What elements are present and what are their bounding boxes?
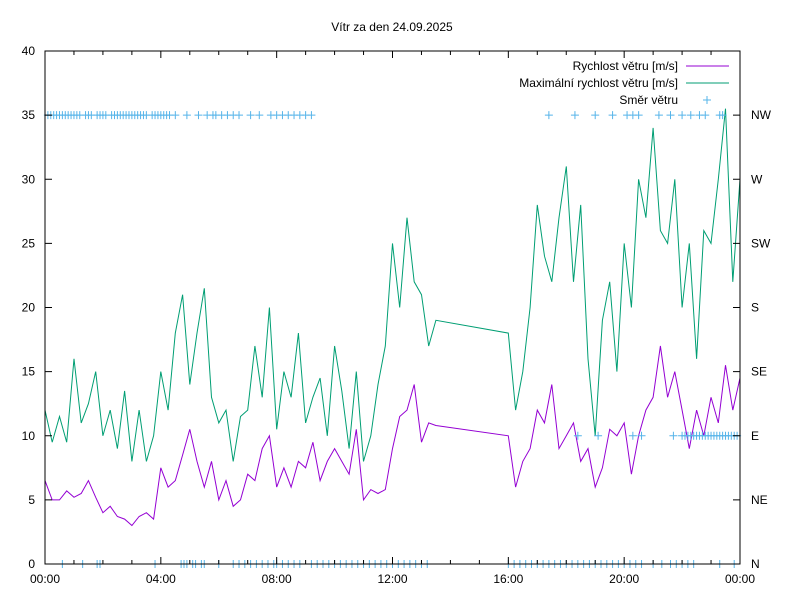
y-tick-label: 5 bbox=[28, 493, 35, 507]
direction-point bbox=[669, 431, 678, 440]
x-tick-label: 00:00 bbox=[30, 572, 60, 586]
chart-title: Vítr za den 24.09.2025 bbox=[331, 20, 453, 34]
direction-point bbox=[678, 111, 687, 120]
y-tick-label: 10 bbox=[22, 429, 36, 443]
direction-points bbox=[43, 111, 742, 568]
direction-point bbox=[573, 431, 582, 440]
y-tick-label: 0 bbox=[28, 557, 35, 571]
direction-point bbox=[255, 111, 264, 120]
legend-label-direction: Směr větru bbox=[619, 93, 678, 107]
plot-frame bbox=[44, 50, 741, 565]
direction-point bbox=[654, 111, 663, 120]
legend: Rychlost větru [m/s] Maximální rychlost … bbox=[519, 59, 729, 107]
y2-tick-label: S bbox=[751, 301, 759, 315]
direction-point bbox=[591, 111, 600, 120]
direction-point bbox=[570, 111, 579, 120]
x-tick-label: 00:00 bbox=[725, 572, 755, 586]
legend-label-speed: Rychlost větru [m/s] bbox=[573, 59, 678, 73]
y2-tick-label: SW bbox=[751, 236, 771, 250]
y-tick-label: 20 bbox=[22, 301, 36, 315]
direction-point bbox=[666, 111, 675, 120]
direction-point bbox=[686, 111, 695, 120]
legend-label-gust: Maximální rychlost větru [m/s] bbox=[519, 76, 678, 90]
y-tick-label: 25 bbox=[22, 236, 36, 250]
direction-point bbox=[544, 111, 553, 120]
series-line-1 bbox=[44, 108, 741, 462]
x-tick-label: 08:00 bbox=[262, 572, 292, 586]
direction-point bbox=[171, 111, 180, 120]
direction-point bbox=[718, 111, 727, 120]
y2-tick-label: NW bbox=[751, 108, 772, 122]
legend-swatch-2 bbox=[703, 96, 711, 104]
y-tick-label: 15 bbox=[22, 365, 36, 379]
direction-point bbox=[235, 111, 244, 120]
direction-point bbox=[637, 431, 646, 440]
direction-point bbox=[701, 111, 710, 120]
direction-point bbox=[608, 111, 617, 120]
y2-tick-label: NE bbox=[751, 493, 768, 507]
x-tick-label: 16:00 bbox=[493, 572, 523, 586]
y2-tick-label: W bbox=[751, 172, 763, 186]
y-tick-label: 30 bbox=[22, 172, 36, 186]
direction-point bbox=[307, 111, 316, 120]
direction-point bbox=[634, 111, 643, 120]
direction-point bbox=[246, 111, 255, 120]
x-tick-label: 04:00 bbox=[146, 572, 176, 586]
x-tick-label: 12:00 bbox=[377, 572, 407, 586]
y-tick-label: 40 bbox=[22, 44, 36, 58]
y2-tick-label: SE bbox=[751, 365, 767, 379]
x-tick-label: 20:00 bbox=[609, 572, 639, 586]
y2-tick-label: N bbox=[751, 557, 760, 571]
direction-point bbox=[182, 111, 191, 120]
direction-point bbox=[594, 431, 603, 440]
direction-point bbox=[194, 111, 203, 120]
series-line-0 bbox=[44, 345, 741, 527]
direction-point bbox=[628, 431, 637, 440]
y-tick-label: 35 bbox=[22, 108, 36, 122]
y2-tick-label: E bbox=[751, 429, 759, 443]
